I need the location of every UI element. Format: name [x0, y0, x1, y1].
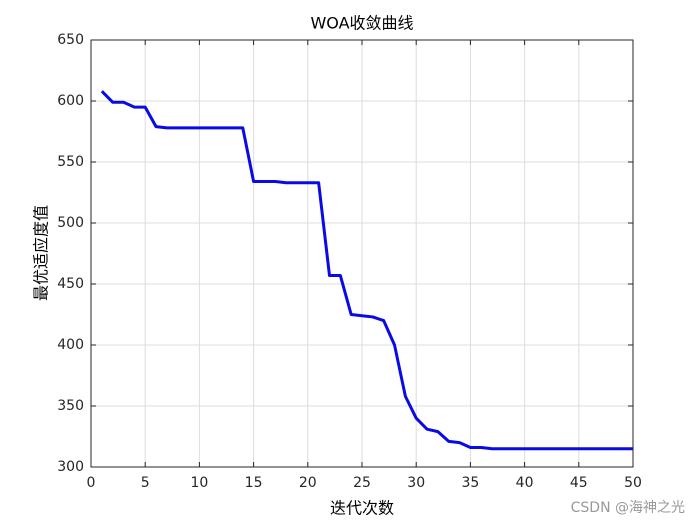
x-tick-label: 25: [353, 475, 371, 491]
x-tick-label: 40: [516, 475, 534, 491]
y-tick-label: 600: [57, 93, 84, 109]
x-tick-label: 50: [624, 475, 642, 491]
plot-frame: [90, 39, 634, 468]
y-tick-label: 450: [57, 276, 84, 292]
x-tick-label: 30: [407, 475, 425, 491]
x-tick-label: 10: [190, 475, 208, 491]
x-tick-label: 15: [245, 475, 263, 491]
x-tick-label: 5: [141, 475, 150, 491]
y-tick-label: 400: [57, 337, 84, 353]
chart-title: WOA收敛曲线: [310, 14, 413, 33]
y-tick-label: 300: [57, 459, 84, 475]
y-tick-label: 650: [57, 32, 84, 48]
data-line: [100, 90, 633, 451]
watermark: CSDN @海神之光: [571, 500, 685, 516]
x-axis-label: 迭代次数: [330, 499, 394, 518]
y-tick-label: 350: [57, 398, 84, 414]
y-tick-label: 500: [57, 215, 84, 231]
x-tick-label: 35: [461, 475, 479, 491]
y-tick-label: 550: [57, 154, 84, 170]
y-axis-label: 最优适应度值: [32, 205, 51, 301]
x-tick-label: 45: [570, 475, 588, 491]
x-tick-label: 0: [87, 475, 96, 491]
x-tick-label: 20: [299, 475, 317, 491]
